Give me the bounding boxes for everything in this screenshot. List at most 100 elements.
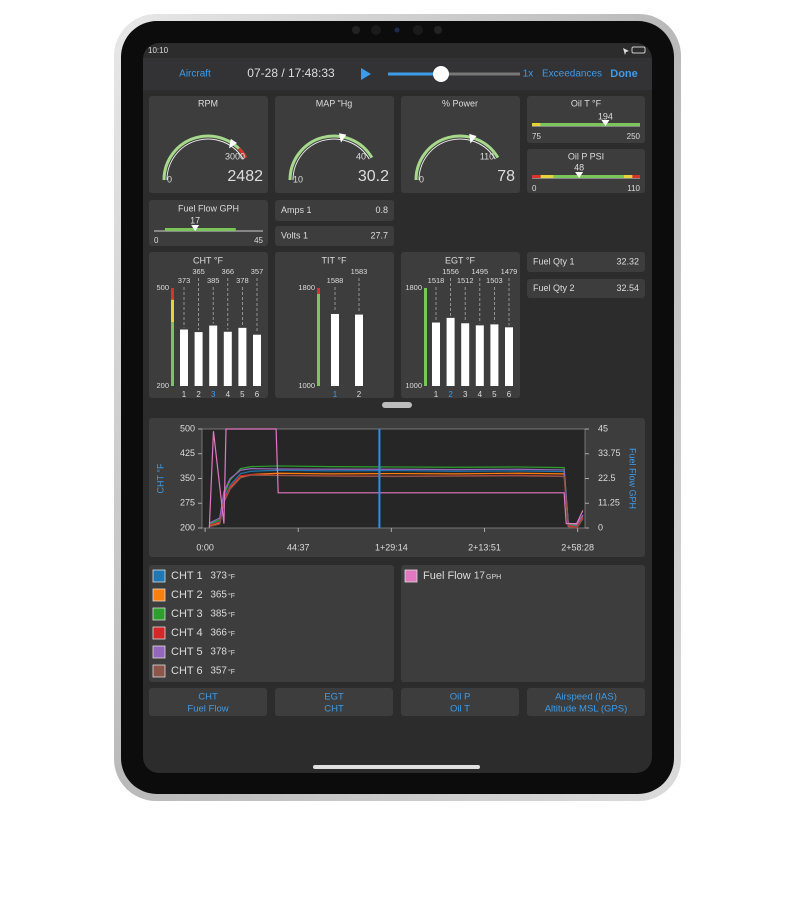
bar-value-label: 1518	[428, 276, 445, 285]
y2-tick-label: 45	[598, 423, 608, 433]
scale-strip	[317, 293, 320, 386]
legend-swatch	[152, 569, 166, 583]
bar	[194, 332, 203, 386]
x-tick-label: 1+29:14	[375, 542, 408, 552]
legend-unit: °F	[228, 668, 235, 676]
gauge-title: Oil P PSI	[568, 151, 604, 161]
readout-value: 32.54	[616, 283, 639, 293]
gauge-min-label: 0	[532, 184, 537, 193]
bar-graph-title: EGT °F	[445, 255, 475, 265]
gauge-min-label: 0	[419, 174, 424, 184]
button[interactable]	[401, 688, 519, 716]
legend-value: 17	[474, 571, 486, 582]
button[interactable]	[275, 688, 393, 716]
panel	[149, 565, 394, 682]
bar	[432, 322, 440, 386]
gauge-value: 2482	[227, 168, 263, 185]
readout-value: 0.8	[375, 205, 388, 215]
button-label: Oil T	[450, 704, 470, 715]
bar-value-label: 1479	[501, 267, 518, 276]
y-tick-label: 200	[156, 381, 169, 390]
button[interactable]	[527, 688, 645, 716]
x-tick-label: 2+58:28	[561, 542, 594, 552]
legend-swatch	[152, 588, 166, 602]
y2-tick-label: 11.25	[598, 498, 620, 508]
gauge-arc-inner	[292, 138, 370, 181]
gauge-pointer	[338, 133, 347, 143]
y-tick-label: 275	[180, 498, 195, 508]
status-time: 10:10	[148, 46, 169, 55]
legend-value: 366	[210, 628, 227, 639]
y2-tick-label: 0	[598, 522, 603, 532]
legend-name: CHT 1	[171, 570, 203, 582]
y-tick-label: 200	[180, 522, 195, 532]
bar-value-label: 1495	[471, 267, 488, 276]
scale-strip	[171, 299, 174, 323]
legend-value: 365	[210, 590, 227, 601]
scale-strip	[317, 288, 320, 294]
gauge-title: Fuel Flow GPH	[178, 203, 239, 213]
button-label: CHT	[198, 692, 218, 703]
gauge-pointer	[575, 172, 584, 178]
bar	[223, 331, 232, 386]
gauge-value: 30.2	[358, 168, 389, 185]
panel	[527, 279, 645, 298]
y-tick-label: 425	[180, 448, 195, 458]
bar-value-label: 1583	[351, 267, 368, 276]
bar-value-label: 366	[222, 267, 235, 276]
legend-swatch	[152, 664, 166, 678]
panel	[527, 96, 645, 143]
bar-value-label: 365	[192, 267, 205, 276]
gauge-arc	[162, 134, 248, 181]
bar-category-label: 6	[255, 390, 260, 399]
panel	[275, 226, 394, 246]
legend-name: CHT 6	[171, 665, 203, 677]
slider-knob[interactable]	[433, 66, 449, 82]
gauge-title: Oil T °F	[571, 98, 602, 108]
panel	[401, 565, 645, 682]
bar	[475, 325, 484, 386]
exceedances-button[interactable]: Exceedances	[542, 69, 602, 80]
button-label: Airspeed (IAS)	[555, 692, 617, 703]
battery-icon	[631, 46, 646, 54]
legend-value: 357	[210, 666, 227, 677]
bar-category-label: 2	[196, 390, 201, 399]
play-button[interactable]	[361, 68, 371, 80]
bar	[461, 323, 470, 386]
y-tick-label: 500	[156, 283, 169, 292]
bar-value-label: 1588	[327, 276, 344, 285]
gauge-pointer	[191, 225, 200, 231]
gauge-title: RPM	[198, 98, 218, 108]
bar-value-label: 385	[207, 276, 220, 285]
gauge-max-label: 110	[627, 184, 640, 193]
legend-name: CHT 4	[171, 627, 203, 639]
gauge-max-label: 3000	[225, 151, 245, 161]
bar	[180, 329, 188, 386]
readout-value: 27.7	[370, 230, 388, 240]
speed-button[interactable]: 1x	[523, 69, 534, 80]
gauge-value: 17	[190, 215, 200, 225]
scale-strip	[171, 288, 174, 300]
scale-strip	[424, 288, 427, 386]
readout-label: Fuel Qty 2	[533, 283, 575, 293]
x-tick-label: 0:00	[196, 542, 214, 552]
bar-category-label: 6	[507, 390, 512, 399]
panel	[149, 252, 268, 398]
done-button[interactable]: Done	[610, 68, 638, 80]
y-tick-label: 350	[180, 473, 195, 483]
resize-handle[interactable]	[382, 402, 412, 408]
panel	[527, 252, 645, 272]
button-label: Fuel Flow	[187, 704, 228, 715]
gauge-arc-inner	[418, 138, 496, 181]
gauge-arc-inner	[166, 138, 244, 181]
series-line	[209, 474, 584, 529]
timestamp: 07-28 / 17:48:33	[247, 66, 335, 80]
aircraft-button[interactable]: Aircraft	[179, 69, 211, 80]
x-tick-label: 2+13:51	[468, 542, 501, 552]
gauge-title: MAP "Hg	[316, 98, 353, 108]
gauge-max-label: 250	[627, 132, 641, 141]
bar-category-label: 3	[463, 390, 468, 399]
button[interactable]	[149, 688, 267, 716]
bar-category-label: 1	[182, 390, 187, 399]
legend-unit: °F	[228, 630, 235, 638]
